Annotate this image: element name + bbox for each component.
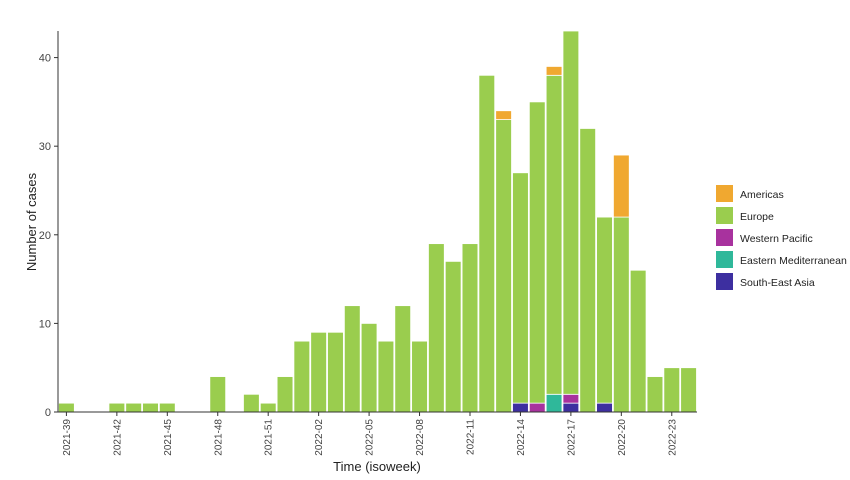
bar-americas-2022-20 (613, 154, 630, 218)
bar-europe-2021-50 (243, 393, 260, 413)
legend-swatch-eastern-mediterranean (716, 251, 733, 268)
bar-europe-2021-52 (276, 376, 294, 413)
bar-europe-2021-44 (142, 402, 159, 413)
x-axis-label: Time (isoweek) (333, 459, 421, 474)
bar-europe-2021-42 (108, 402, 126, 413)
bar-europe-2022-02 (310, 331, 327, 413)
y-tick-label-40: 40 (39, 53, 51, 65)
y-tick-label-20: 20 (39, 230, 51, 242)
bar-europe-2022-13 (495, 119, 512, 413)
bar-europe-2022-21 (629, 269, 647, 413)
x-tick-label-2021-48: 2021-48 (213, 419, 224, 456)
bar-europe-2021-43 (125, 402, 142, 413)
legend: Americas Europe Western Pacific Eastern Med… (716, 185, 847, 290)
x-tick-label-2021-51: 2021-51 (264, 419, 275, 456)
x-tick-label-2022-20: 2022-20 (617, 419, 628, 456)
bar-europe-2022-14 (512, 172, 529, 404)
bar-europe-2021-45 (158, 402, 176, 413)
bar-europe-2022-17 (562, 30, 580, 395)
x-tick-label-2022-11: 2022-11 (465, 419, 476, 455)
legend-label-eastern-mediterranean: Eastern Mediterranean (740, 255, 847, 267)
x-tick-label-2022-14: 2022-14 (516, 419, 527, 456)
bar-europe-2022-24 (680, 367, 697, 413)
bar-europe-2022-11 (461, 243, 479, 413)
bar-south-east-asia-2022-19 (596, 402, 613, 413)
bar-americas-2022-13 (495, 110, 512, 120)
bar-south-east-asia-2022-17 (562, 402, 580, 413)
bar-western-pacific-2022-15 (528, 402, 546, 413)
y-axis-label: Number of cases (24, 172, 39, 271)
x-tick-label-2022-23: 2022-23 (667, 419, 678, 456)
y-tick-label-10: 10 (39, 318, 51, 330)
legend-label-south-east-asia: South-East Asia (740, 277, 815, 289)
bar-europe-2022-22 (646, 376, 664, 413)
y-axis-ticks: 0 10 20 30 40 (39, 53, 58, 419)
x-tick-label-2021-42: 2021-42 (112, 419, 123, 456)
bar-europe-2021-39 (58, 402, 75, 413)
bar-americas-2022-16 (545, 66, 563, 76)
x-tick-label-2022-08: 2022-08 (415, 419, 426, 456)
bar-europe-2021-48 (209, 376, 227, 413)
x-axis-ticks: 2021-39 2021-42 2021-45 2021-48 2021-51 2022-… (62, 412, 678, 456)
legend-swatch-western-pacific (716, 229, 733, 246)
bar-europe-2022-03 (327, 331, 344, 413)
legend-label-americas: Americas (740, 189, 784, 201)
bar-europe-2022-06 (377, 340, 395, 413)
x-tick-label-2021-39: 2021-39 (62, 419, 73, 456)
legend-label-western-pacific: Western Pacific (740, 233, 813, 245)
bar-europe-2022-05 (360, 322, 378, 413)
bar-europe-2022-23 (663, 367, 681, 413)
bar-europe-2022-04 (343, 305, 361, 413)
bar-europe-2021-51 (259, 402, 277, 413)
bar-europe-2022-12 (478, 74, 496, 413)
bar-south-east-asia-2022-14 (512, 402, 529, 413)
bar-europe-2022-08 (411, 340, 428, 413)
bar-western-pacific-2022-17 (562, 393, 580, 404)
bar-europe-2022-18 (579, 128, 597, 413)
bar-europe-2022-19 (596, 216, 613, 404)
legend-swatch-south-east-asia (716, 273, 733, 290)
bar-europe-2022-01 (293, 340, 311, 413)
bar-eastern-mediterranean-2022-16 (545, 393, 563, 413)
bar-europe-2022-20 (613, 216, 630, 413)
x-tick-label-2022-02: 2022-02 (314, 419, 325, 456)
legend-label-europe: Europe (740, 211, 774, 223)
x-tick-label-2021-45: 2021-45 (163, 419, 174, 456)
y-tick-label-30: 30 (39, 141, 51, 153)
bar-europe-2022-07 (394, 305, 412, 413)
bars-layer (58, 30, 697, 413)
x-tick-label-2022-17: 2022-17 (566, 419, 577, 456)
bar-europe-2022-10 (444, 260, 462, 413)
y-tick-label-0: 0 (45, 407, 51, 419)
bar-europe-2022-16 (545, 74, 563, 395)
legend-swatch-europe (716, 207, 733, 224)
x-tick-label-2022-05: 2022-05 (365, 419, 376, 456)
legend-swatch-americas (716, 185, 733, 202)
bar-europe-2022-15 (528, 101, 546, 404)
bar-europe-2022-09 (428, 243, 445, 413)
